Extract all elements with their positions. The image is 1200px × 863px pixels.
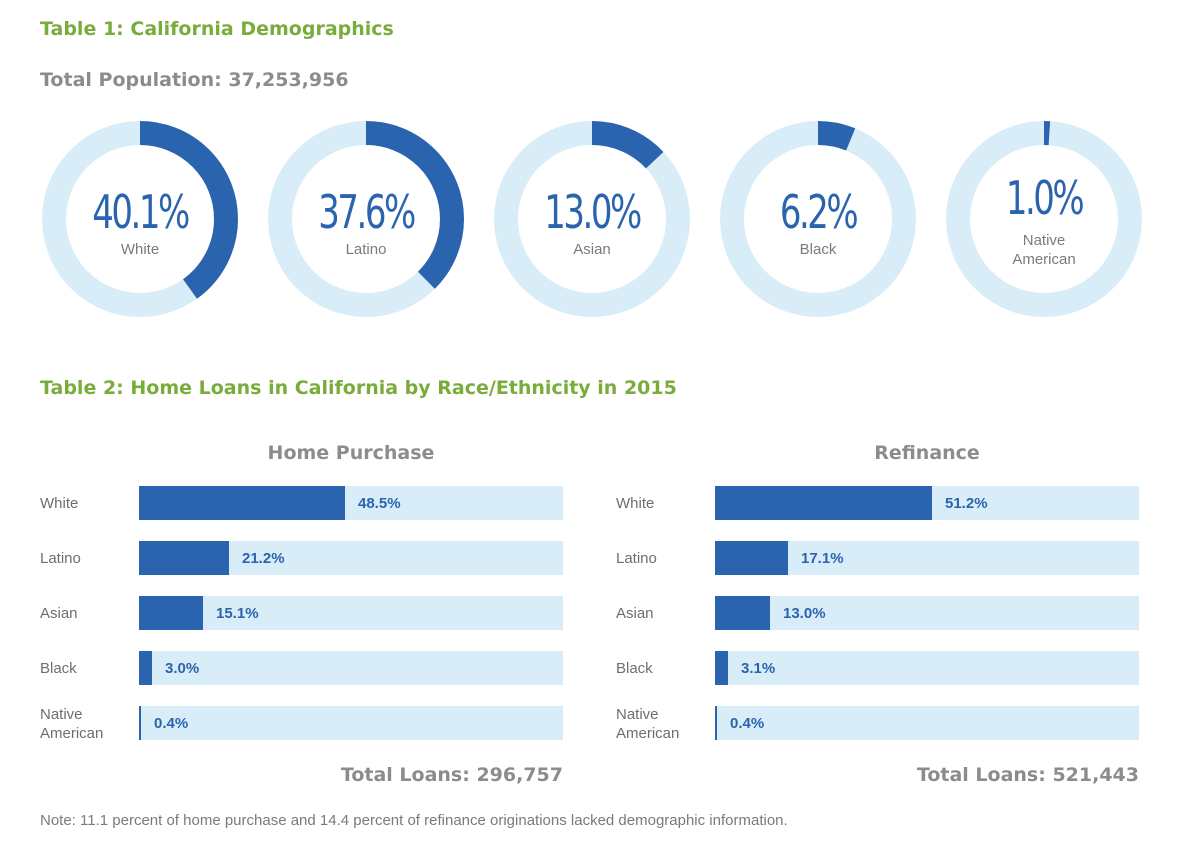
- donut-black: 6.2% Black: [718, 119, 918, 319]
- refinance-title: Refinance: [874, 442, 980, 464]
- refinance-track-asian: 13.0%: [715, 596, 1139, 630]
- donut-slice-asian: [494, 121, 690, 317]
- refinance-value-latino: 17.1%: [801, 550, 844, 567]
- purchase-value-black: 3.0%: [165, 660, 200, 677]
- purchase-track-black: 3.0%: [139, 651, 563, 685]
- purchase-track-native-american: 0.4%: [139, 706, 563, 740]
- refinance-track-black: 3.1%: [715, 651, 1139, 685]
- purchase-label-black: Black: [40, 660, 77, 677]
- donut-latino: 37.6% Latino: [266, 119, 466, 319]
- table2-title: Table 2: Home Loans in California by Rac…: [40, 377, 677, 399]
- donut-value-asian: 13.0%: [544, 185, 642, 239]
- donut-ring-asian: [494, 121, 690, 317]
- donut-white: 40.1% White: [40, 119, 240, 319]
- refinance-label-black: Black: [616, 660, 653, 677]
- donut-label-black: Black: [799, 241, 837, 258]
- donut-slice-black: [720, 121, 916, 317]
- purchase-bar-native-american: [139, 706, 141, 740]
- refinance-value-black: 3.1%: [741, 660, 776, 677]
- refinance-label-asian: Asian: [616, 605, 654, 622]
- purchase-title: Home Purchase: [267, 442, 435, 464]
- refinance-label-latino: Latino: [616, 550, 657, 567]
- refinance-value-white: 51.2%: [945, 495, 988, 512]
- refinance-value-asian: 13.0%: [783, 605, 826, 622]
- purchase-total-loans: Total Loans: 296,757: [340, 764, 563, 786]
- purchase-track-asian: 15.1%: [139, 596, 563, 630]
- refinance-bar-black: [715, 651, 728, 685]
- purchase-track-white: 48.5%: [139, 486, 563, 520]
- purchase-value-native-american: 0.4%: [154, 715, 189, 732]
- donut-label-white: White: [120, 241, 160, 258]
- refinance-bar-latino: [715, 541, 788, 575]
- donut-slice-native-american: [946, 121, 1142, 317]
- footnote: Note: 11.1 percent of home purchase and …: [40, 812, 788, 829]
- refinance-label-white: White: [616, 495, 655, 512]
- donut-value-black: 6.2%: [779, 185, 859, 239]
- refinance-bar-asian: [715, 596, 770, 630]
- donut-ring-black: [720, 121, 916, 317]
- purchase-bar-asian: [139, 596, 203, 630]
- refinance-label-native-american: Native American: [616, 706, 680, 742]
- total-population: Total Population: 37,253,956: [40, 69, 349, 91]
- purchase-bar-white: [139, 486, 345, 520]
- donut-value-native-american: 1.0%: [1005, 171, 1085, 225]
- purchase-value-latino: 21.2%: [242, 550, 285, 567]
- donut-ring-latino: [268, 121, 464, 317]
- donut-ring-native-american: [946, 121, 1142, 317]
- donut-slice-white: [42, 121, 238, 317]
- donut-native-american: 1.0% Native American: [944, 119, 1144, 319]
- donut-label-asian: Asian: [573, 241, 611, 258]
- purchase-label-white: White: [40, 495, 79, 512]
- refinance-track-latino: 17.1%: [715, 541, 1139, 575]
- purchase-bar-black: [139, 651, 152, 685]
- refinance-track-white: 51.2%: [715, 486, 1139, 520]
- donut-label-native-american: Native American: [1012, 232, 1076, 268]
- donut-asian: 13.0% Asian: [492, 119, 692, 319]
- donut-label-latino: Latino: [345, 241, 387, 258]
- refinance-bar-native-american: [715, 706, 717, 740]
- purchase-value-white: 48.5%: [358, 495, 401, 512]
- purchase-label-latino: Latino: [40, 550, 81, 567]
- purchase-bar-latino: [139, 541, 229, 575]
- purchase-label-native-american: Native American: [40, 706, 104, 742]
- purchase-track-latino: 21.2%: [139, 541, 563, 575]
- donut-slice-latino: [268, 121, 464, 317]
- refinance-value-native-american: 0.4%: [730, 715, 765, 732]
- refinance-track-native-american: 0.4%: [715, 706, 1139, 740]
- purchase-value-asian: 15.1%: [216, 605, 259, 622]
- table1-title: Table 1: California Demographics: [40, 18, 394, 40]
- donut-ring-white: [42, 121, 238, 317]
- refinance-total-loans: Total Loans: 521,443: [916, 764, 1139, 786]
- purchase-label-asian: Asian: [40, 605, 78, 622]
- donut-value-white: 40.1%: [92, 185, 190, 239]
- donut-value-latino: 37.6%: [318, 185, 416, 239]
- refinance-bar-white: [715, 486, 932, 520]
